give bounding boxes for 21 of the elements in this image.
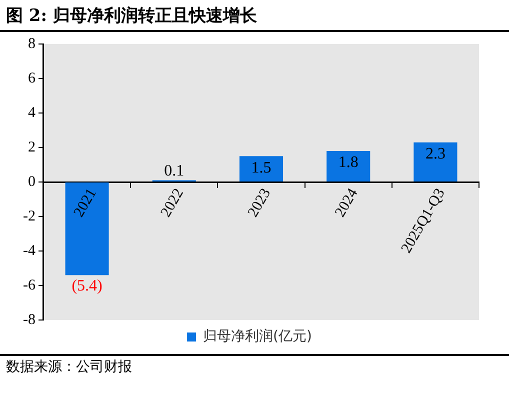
bar: [414, 142, 458, 182]
data-label: 2.3: [425, 146, 446, 163]
source-note: 数据来源：公司财报: [0, 354, 509, 378]
bar: [65, 182, 109, 276]
y-tick-label: 2: [28, 139, 36, 156]
y-tick-label: 8: [28, 36, 36, 52]
y-tick-label: 0: [28, 174, 36, 190]
data-label: 0.1: [164, 162, 184, 180]
y-tick-label: -6: [22, 277, 36, 294]
y-tick-label: 6: [28, 70, 36, 86]
y-tick-label: -2: [22, 208, 36, 224]
chart-title: 图 2: 归母净利润转正且快速增长: [0, 0, 509, 32]
data-label: 1.5: [251, 159, 272, 176]
y-tick-label: -8: [22, 312, 36, 328]
y-tick-label: 4: [28, 104, 36, 121]
data-label: 1.8: [338, 154, 358, 172]
legend-label: 归母净利润(亿元): [203, 328, 312, 345]
data-label: (5.4): [72, 277, 102, 294]
bar: [239, 156, 284, 182]
y-tick-label: -4: [22, 242, 36, 259]
bar: [326, 150, 370, 182]
